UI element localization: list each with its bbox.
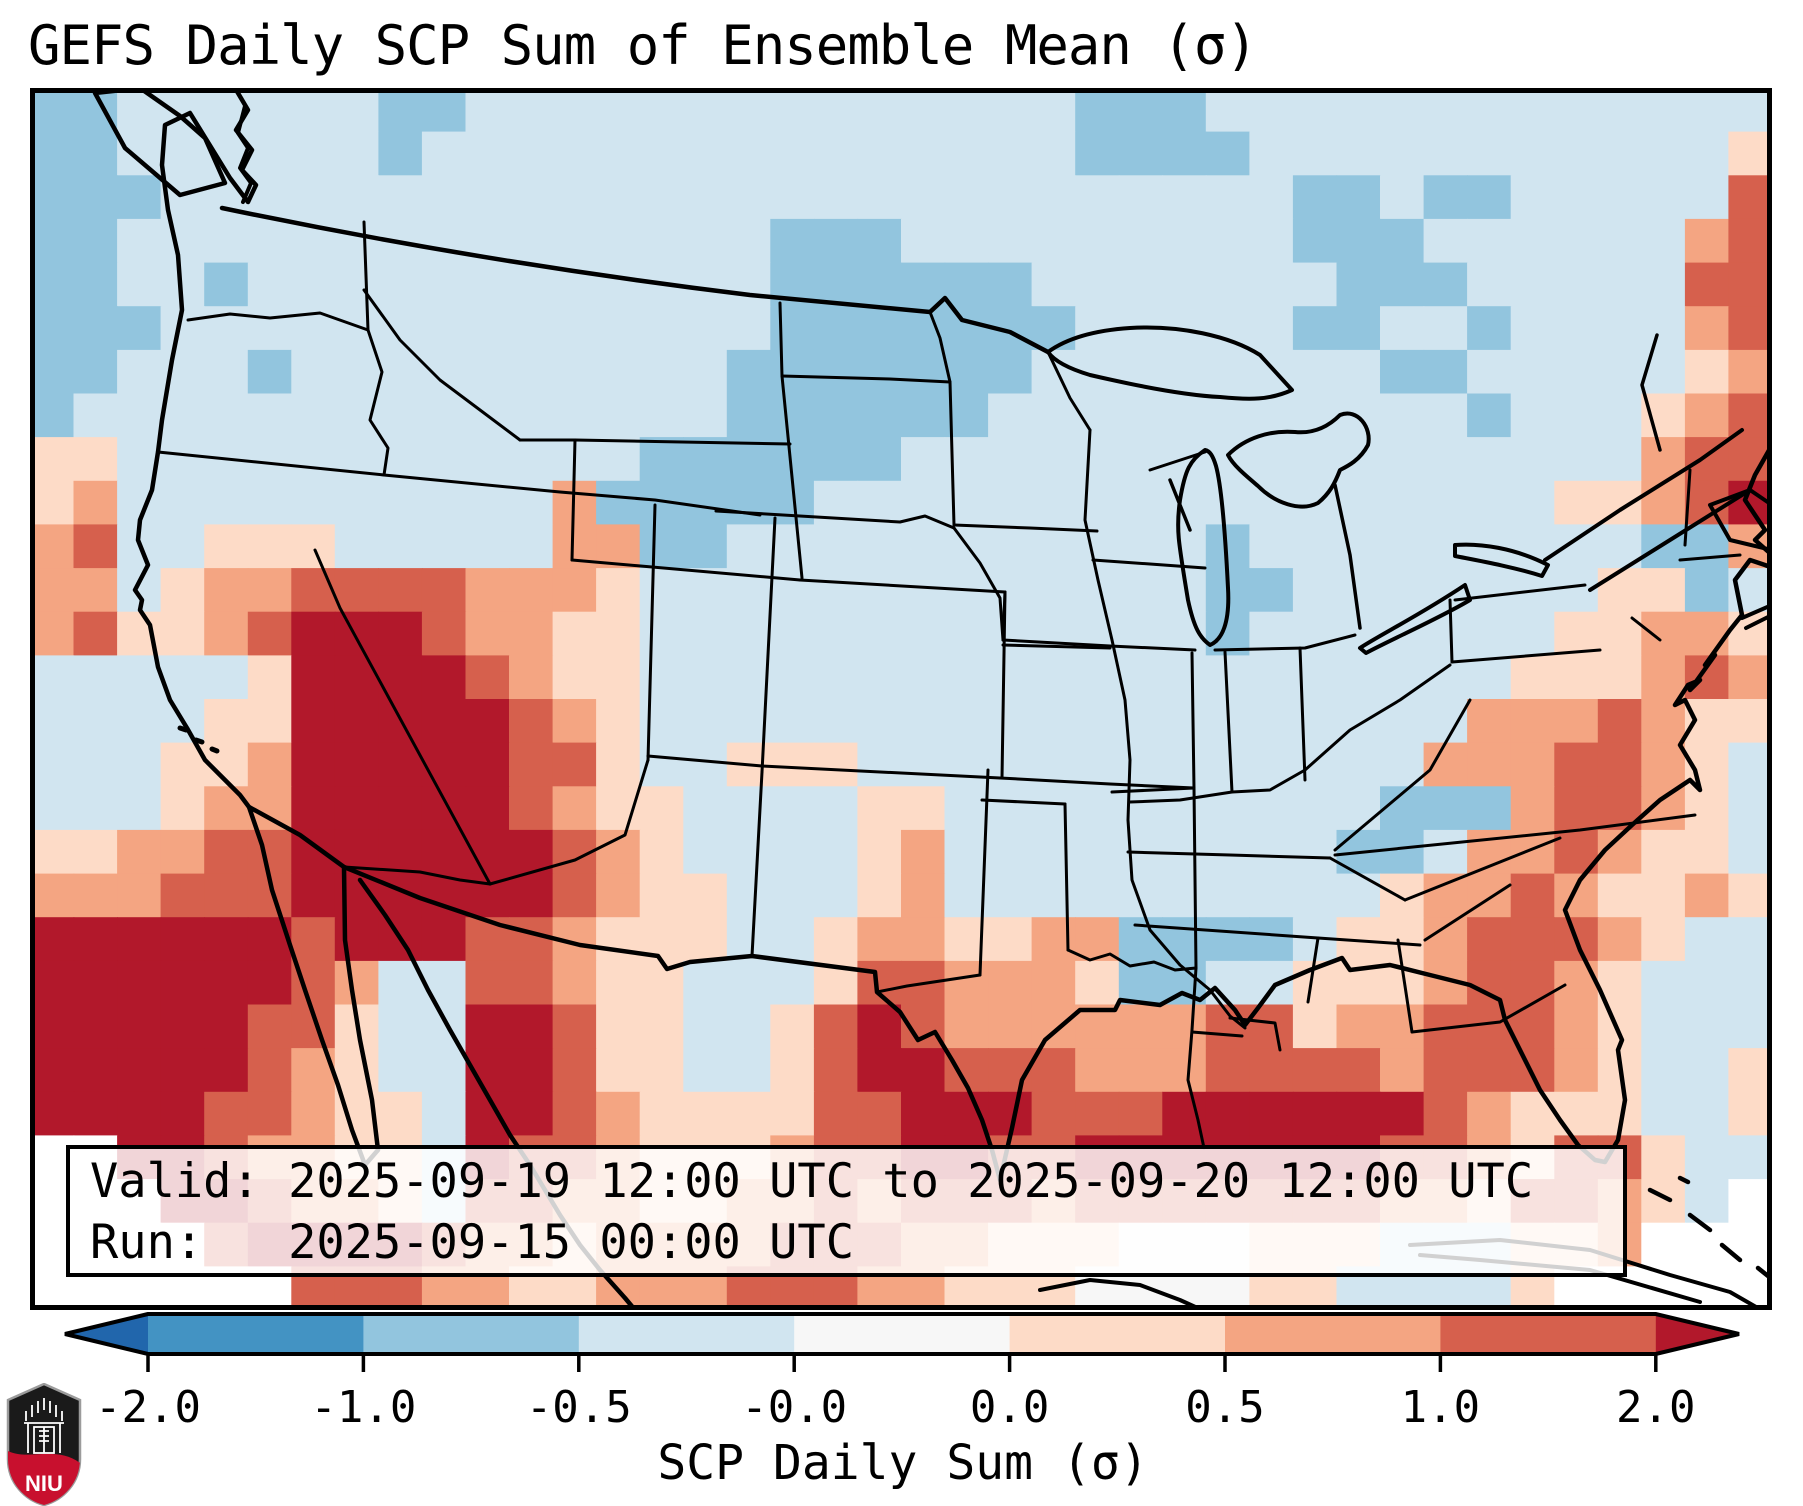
- svg-text:0.5: 0.5: [1185, 1382, 1264, 1433]
- border-maine-canada: [1640, 333, 1662, 452]
- colorbar-label: SCP Daily Sum (σ): [657, 1435, 1149, 1491]
- border-us-canada: [219, 205, 1051, 355]
- coastline-bahamas: [1647, 1175, 1771, 1279]
- figure-title: GEFS Daily SCP Sum of Ensemble Mean (σ): [28, 14, 1258, 77]
- river-st-clair: [1333, 483, 1362, 630]
- svg-text:1.0: 1.0: [1401, 1382, 1480, 1433]
- niu-logo: NIU: [6, 1383, 82, 1506]
- lake-huron: [1226, 411, 1371, 509]
- svg-text:0.0: 0.0: [970, 1382, 1049, 1433]
- border-us-mexico: [246, 804, 1003, 1183]
- svg-text:-1.0: -1.0: [310, 1382, 416, 1433]
- svg-text:2.0: 2.0: [1616, 1382, 1695, 1433]
- coastline-yucatan: [1038, 1278, 1204, 1312]
- svg-text:-0.0: -0.0: [741, 1382, 847, 1433]
- niu-logo-text: NIU: [25, 1471, 63, 1496]
- svg-text:-2.0: -2.0: [95, 1382, 201, 1433]
- colorbar: -2.0 -1.0 -0.5 -0.0 0.0 0.5 1.0 2.0: [64, 1312, 1740, 1433]
- coastline-channel-islands: [177, 725, 220, 754]
- map-canvas: [30, 85, 1781, 1317]
- run-line: Run: 2025-09-15 00:00 UTC: [90, 1215, 855, 1270]
- state-borders: [156, 220, 1742, 1150]
- map-frame: [30, 88, 1772, 1310]
- niu-shield-red-band: [8, 1451, 80, 1505]
- valid-run-info-box: Valid: 2025-09-19 12:00 UTC to 2025-09-2…: [66, 1145, 1627, 1277]
- niu-castle-icon: [24, 1398, 64, 1454]
- lake-michigan-green-bay: [1168, 478, 1192, 532]
- heatmap-grid: [30, 88, 1773, 1311]
- lake-superior: [1046, 325, 1294, 401]
- lake-erie: [1358, 583, 1472, 655]
- svg-text:-0.5: -0.5: [526, 1382, 632, 1433]
- coastline-st-lawrence: [1543, 428, 1752, 592]
- us-weather-map: [30, 85, 1781, 1317]
- lake-ontario: [1453, 542, 1550, 578]
- valid-line: Valid: 2025-09-19 12:00 UTC to 2025-09-2…: [90, 1154, 1534, 1209]
